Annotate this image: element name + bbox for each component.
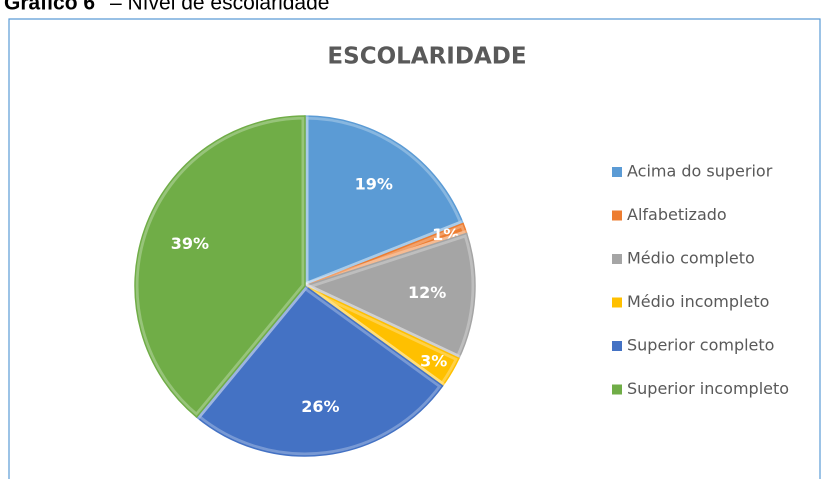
slice-edge	[302, 232, 476, 360]
legend-label: Alfabetizado	[627, 205, 727, 224]
chart-frame	[8, 18, 821, 479]
legend-swatch	[612, 341, 622, 351]
slice-edge	[304, 115, 465, 288]
legend-swatch	[612, 297, 622, 308]
legend-swatch	[612, 384, 622, 395]
legend-label: Médio incompleto	[627, 292, 769, 311]
data-label: 19%	[355, 174, 393, 193]
caption-label: Gráfico 6	[4, 0, 95, 15]
legend-label: Superior incompleto	[627, 379, 789, 398]
legend-label: Acima do superior	[627, 162, 773, 181]
slice-edge	[134, 115, 306, 419]
legend-swatch	[612, 254, 622, 264]
data-label: 12%	[408, 283, 446, 302]
chart-title: ESCOLARIDADE	[327, 44, 526, 70]
legend-label: Médio completo	[627, 249, 755, 268]
legend-swatch	[612, 167, 622, 177]
data-label: 26%	[301, 397, 339, 416]
data-label: 3%	[420, 352, 447, 371]
caption-text: – Nível de escolaridade	[110, 0, 329, 15]
slice-edge	[195, 284, 444, 457]
legend-swatch	[612, 210, 622, 221]
legend-label: Superior completo	[627, 336, 774, 355]
data-label: 39%	[171, 234, 209, 253]
